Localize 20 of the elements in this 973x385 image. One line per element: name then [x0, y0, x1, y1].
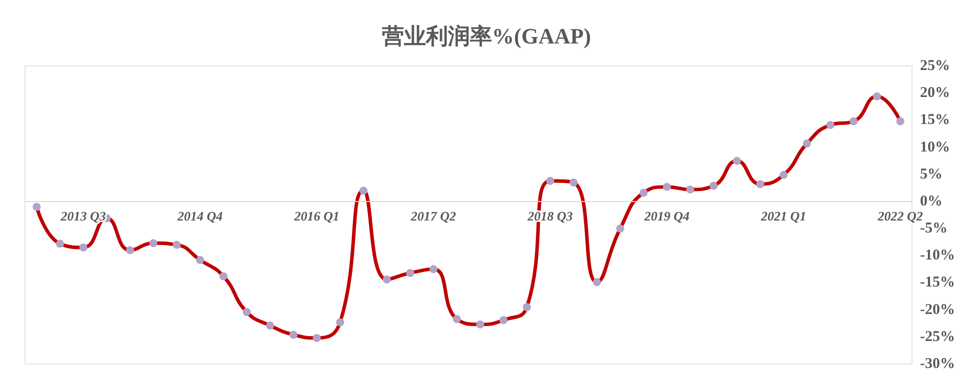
y-tick-label: -10% — [920, 248, 955, 264]
y-tick-label: 20% — [920, 85, 950, 102]
y-tick-label: -20% — [920, 302, 955, 318]
y-tick-label: -25% — [920, 328, 955, 345]
y-tick-label: 0% — [920, 193, 942, 210]
y-tick-label: 25% — [920, 58, 950, 74]
y-tick-label: -5% — [920, 220, 948, 237]
x-tick-label: 2021 Q1 — [760, 208, 806, 224]
chart-title: 营业利润率%(GAAP) — [381, 24, 591, 48]
x-tick-label: 2013 Q3 — [60, 208, 106, 224]
y-tick-label: 10% — [920, 139, 950, 156]
x-tick-label: 2019 Q4 — [643, 208, 690, 224]
y-tick-label: -30% — [920, 356, 955, 372]
y-tick-label: 5% — [920, 166, 942, 182]
x-tick-label: 2016 Q1 — [293, 208, 340, 224]
x-tick-label: 2014 Q4 — [176, 208, 224, 224]
x-tick-label: 2022 Q2 — [876, 208, 924, 224]
x-tick-label: 2017 Q2 — [410, 208, 457, 224]
y-tick-label: -15% — [920, 274, 955, 291]
y-tick-label: 15% — [920, 112, 950, 128]
